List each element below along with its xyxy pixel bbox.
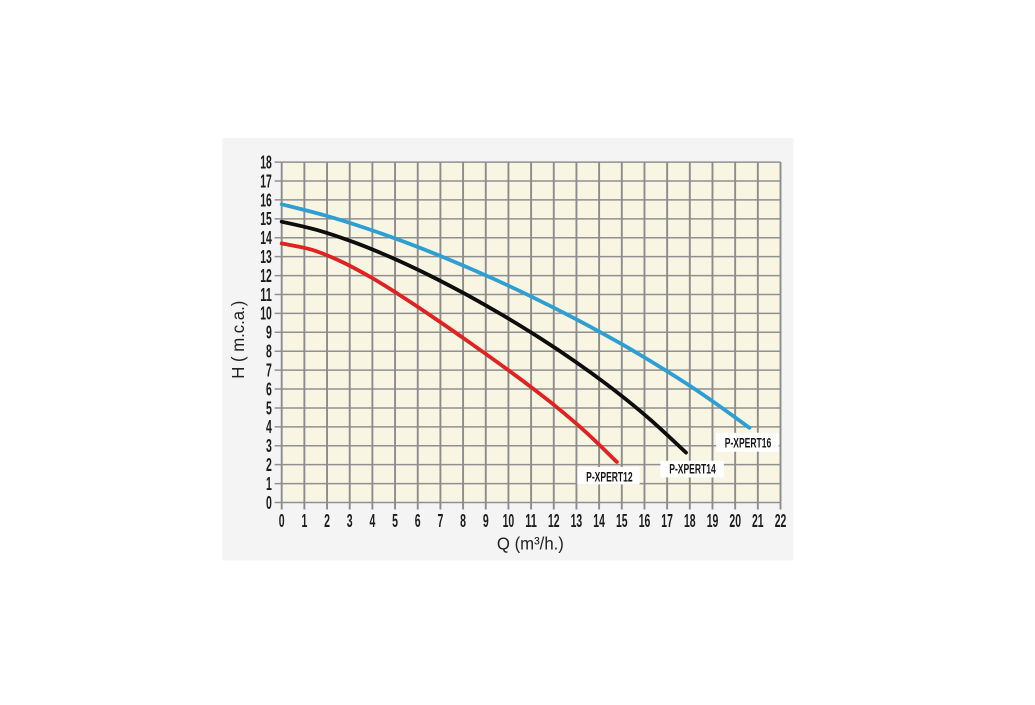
svg-text:18: 18 bbox=[684, 511, 696, 531]
svg-text:20: 20 bbox=[729, 511, 741, 531]
svg-text:10: 10 bbox=[260, 304, 272, 324]
svg-text:15: 15 bbox=[260, 209, 272, 229]
svg-text:16: 16 bbox=[260, 190, 272, 210]
svg-text:P-XPERT12: P-XPERT12 bbox=[586, 470, 633, 486]
svg-text:17: 17 bbox=[661, 511, 673, 531]
svg-text:14: 14 bbox=[260, 228, 272, 248]
svg-text:P-XPERT14: P-XPERT14 bbox=[669, 462, 716, 478]
svg-text:3: 3 bbox=[266, 436, 272, 456]
svg-text:7: 7 bbox=[437, 511, 443, 531]
svg-text:H ( m.c.a.): H ( m.c.a.) bbox=[228, 301, 248, 379]
svg-text:6: 6 bbox=[266, 379, 272, 399]
svg-text:6: 6 bbox=[415, 511, 421, 531]
svg-text:Q (m³/h.): Q (m³/h.) bbox=[497, 534, 564, 554]
svg-text:9: 9 bbox=[483, 511, 489, 531]
svg-text:22: 22 bbox=[775, 511, 787, 531]
svg-text:17: 17 bbox=[260, 171, 272, 191]
svg-text:1: 1 bbox=[301, 511, 307, 531]
svg-text:4: 4 bbox=[369, 511, 375, 531]
svg-text:16: 16 bbox=[639, 511, 651, 531]
svg-text:5: 5 bbox=[266, 398, 272, 418]
svg-text:18: 18 bbox=[260, 153, 272, 173]
svg-text:10: 10 bbox=[503, 511, 515, 531]
svg-text:11: 11 bbox=[260, 285, 272, 305]
svg-text:14: 14 bbox=[593, 511, 605, 531]
svg-text:8: 8 bbox=[266, 342, 272, 362]
svg-text:2: 2 bbox=[324, 511, 330, 531]
svg-text:19: 19 bbox=[707, 511, 719, 531]
svg-text:2: 2 bbox=[266, 455, 272, 475]
svg-text:12: 12 bbox=[260, 266, 272, 286]
svg-text:3: 3 bbox=[347, 511, 353, 531]
svg-text:9: 9 bbox=[266, 323, 272, 343]
svg-text:0: 0 bbox=[266, 493, 272, 513]
svg-text:13: 13 bbox=[571, 511, 583, 531]
svg-text:15: 15 bbox=[616, 511, 628, 531]
svg-text:11: 11 bbox=[525, 511, 537, 531]
svg-text:1: 1 bbox=[266, 474, 272, 494]
svg-text:12: 12 bbox=[548, 511, 560, 531]
svg-text:8: 8 bbox=[460, 511, 466, 531]
svg-text:21: 21 bbox=[752, 511, 764, 531]
svg-text:5: 5 bbox=[392, 511, 398, 531]
svg-text:4: 4 bbox=[266, 417, 272, 437]
svg-text:0: 0 bbox=[279, 511, 285, 531]
svg-text:13: 13 bbox=[260, 247, 272, 267]
svg-text:7: 7 bbox=[266, 361, 272, 381]
svg-text:P-XPERT16: P-XPERT16 bbox=[725, 435, 772, 451]
